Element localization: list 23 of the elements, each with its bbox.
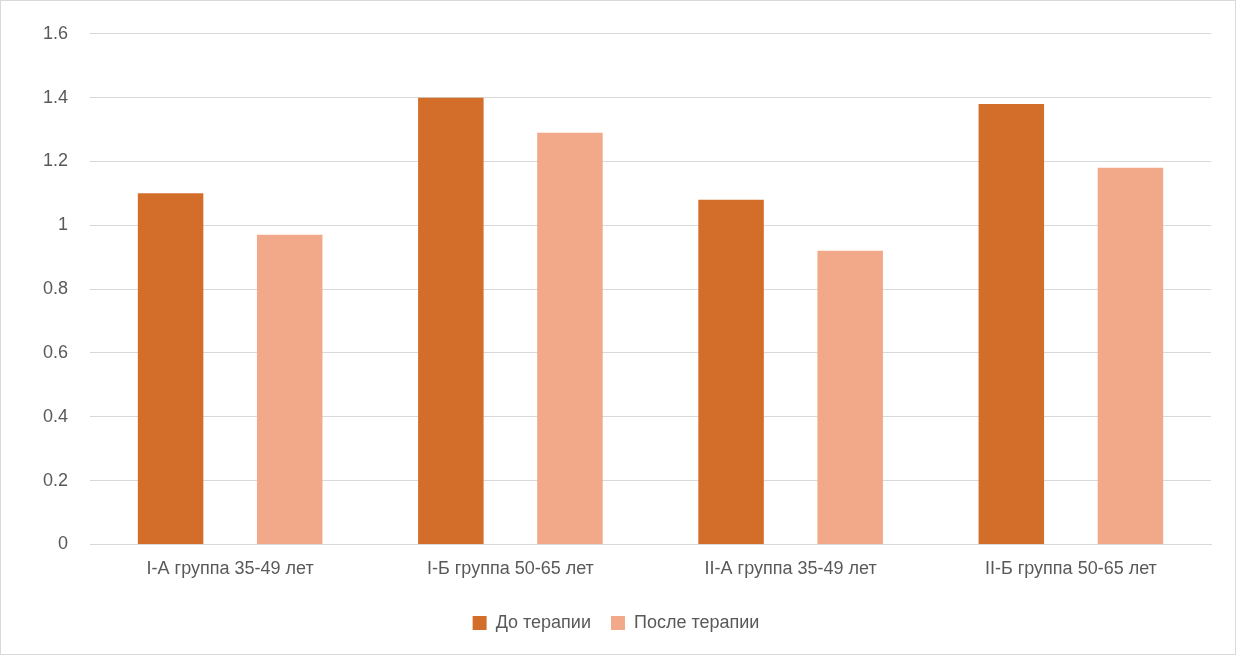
- y-tick-label: 1.6: [42, 22, 69, 43]
- legend-label: После терапии: [633, 611, 760, 632]
- bar: [537, 132, 603, 544]
- y-tick-label: 0: [58, 533, 69, 554]
- x-tick-label: II-Б группа 50-65 лет: [984, 558, 1157, 579]
- bar: [137, 193, 204, 544]
- bar: [978, 104, 1045, 544]
- bar: [698, 199, 764, 544]
- legend-label: До терапии: [495, 611, 591, 632]
- bar: [256, 234, 323, 544]
- y-tick-label: 0.4: [42, 405, 69, 426]
- x-tick-label: I-Б группа 50-65 лет: [426, 558, 594, 579]
- y-tick-label: 1.4: [42, 86, 69, 107]
- x-tick-label: II-А группа 35-49 лет: [704, 558, 877, 579]
- y-tick-label: 1: [58, 214, 69, 235]
- x-tick-label: I-А группа 35-49 лет: [146, 558, 314, 579]
- bar: [418, 97, 484, 544]
- y-tick-label: 0.8: [42, 278, 69, 299]
- y-tick-label: 1.2: [42, 150, 69, 171]
- bar: [1097, 167, 1164, 544]
- y-tick-label: 0.6: [42, 341, 69, 362]
- y-tick-label: 0.2: [42, 469, 69, 490]
- bar: [817, 250, 883, 544]
